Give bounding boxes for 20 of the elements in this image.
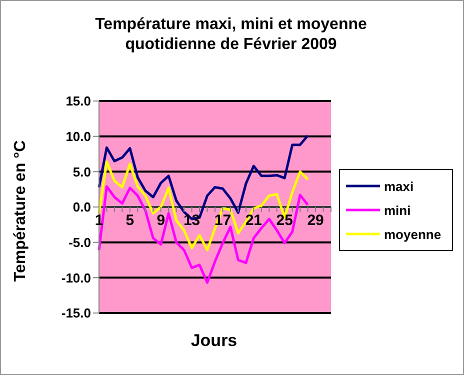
x-tick-label: 29: [307, 212, 324, 229]
x-tick-label: 9: [156, 212, 166, 229]
y-tick-label: 10.0: [66, 128, 91, 144]
x-tick-label: 25: [276, 212, 293, 229]
line-series: [98, 160, 310, 252]
y-axis-title: Température en °C: [12, 140, 30, 282]
y-tick-label: -10.0: [61, 270, 91, 286]
legend-label: mini: [384, 202, 411, 218]
y-tick-label: -5.0: [68, 234, 91, 250]
x-tick-label: 21: [245, 212, 262, 229]
x-axis-title: Jours: [190, 331, 238, 351]
chart-title: Température maxi, mini et moyenne quotidienne de Février 2009: [94, 15, 368, 55]
y-tick-label: 0.0: [72, 200, 91, 215]
y-tick-label: 5.0: [72, 164, 91, 180]
legend-label: maxi: [384, 178, 414, 194]
y-tick-label: -15.0: [61, 306, 91, 321]
legend-label: moyenne: [384, 226, 442, 242]
line-series: [98, 185, 310, 284]
y-tick-label: 15.0: [66, 94, 91, 109]
x-tick-label: 5: [126, 212, 134, 229]
